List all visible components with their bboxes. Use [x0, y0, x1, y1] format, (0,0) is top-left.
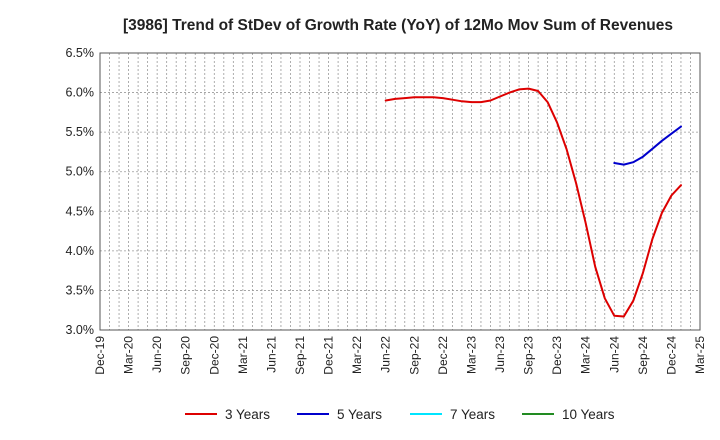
x-tick-label: Sep-21 — [293, 336, 307, 375]
x-tick-label: Dec-19 — [93, 336, 107, 375]
x-tick-label: Dec-21 — [322, 336, 336, 375]
plot-background — [100, 53, 700, 330]
x-tick-label: Jun-22 — [379, 336, 393, 373]
chart-title: [3986] Trend of StDev of Growth Rate (Yo… — [123, 17, 673, 34]
x-tick-label: Dec-22 — [436, 336, 450, 375]
legend-item-3-years[interactable]: 3 Years — [185, 407, 270, 422]
legend-item-7-years[interactable]: 7 Years — [410, 407, 495, 422]
legend-item-10-years[interactable]: 10 Years — [522, 407, 615, 422]
y-tick-label: 4.0% — [66, 244, 95, 258]
legend-label-3-years: 3 Years — [225, 407, 270, 422]
series-line-5-years — [613, 125, 682, 166]
y-axis: 6.5% 6.0% 5.5% 5.0% 4.5% 4.0% 3.5% 3.0% — [66, 46, 95, 337]
x-tick-label: Sep-22 — [407, 336, 421, 375]
plot-area — [99, 52, 701, 331]
legend-label-7-years: 7 Years — [450, 407, 495, 422]
y-tick-label: 6.5% — [66, 46, 95, 60]
x-tick-label: Dec-20 — [207, 336, 221, 375]
horizontal-gridlines — [100, 92, 700, 291]
x-tick-label: Jun-20 — [150, 336, 164, 373]
x-tick-label: Jun-21 — [264, 336, 278, 373]
series-layer — [384, 87, 682, 318]
series-line-3-years — [384, 87, 682, 318]
x-tick-label: Sep-20 — [179, 336, 193, 375]
y-tick-label: 5.5% — [66, 125, 95, 139]
y-tick-label: 3.5% — [66, 283, 95, 297]
x-tick-label: Mar-21 — [236, 336, 250, 374]
x-tick-label: Jun-23 — [493, 336, 507, 373]
x-tick-label: Mar-25 — [693, 336, 707, 374]
y-tick-label: 4.5% — [66, 204, 95, 218]
x-tick-label: Mar-22 — [350, 336, 364, 374]
x-tick-label: Mar-24 — [579, 336, 593, 374]
x-tick-label: Sep-24 — [636, 336, 650, 375]
legend-item-5-years[interactable]: 5 Years — [297, 407, 382, 422]
legend: 3 Years 5 Years 7 Years 10 Years — [185, 407, 615, 422]
legend-label-10-years: 10 Years — [562, 407, 615, 422]
x-axis: Dec-19 Mar-20 Jun-20 Sep-20 Dec-20 Mar-21 Jun-… — [93, 336, 707, 375]
y-tick-label: 3.0% — [66, 323, 95, 337]
x-tick-label: Jun-24 — [607, 336, 621, 373]
y-tick-label: 6.0% — [66, 86, 95, 100]
plot-frame — [99, 52, 701, 331]
y-tick-label: 5.0% — [66, 165, 95, 179]
x-tick-label: Mar-23 — [464, 336, 478, 374]
x-tick-label: Dec-23 — [550, 336, 564, 375]
x-tick-label: Dec-24 — [664, 336, 678, 375]
x-tick-label: Mar-20 — [122, 336, 136, 374]
legend-label-5-years: 5 Years — [337, 407, 382, 422]
x-tick-label: Sep-23 — [522, 336, 536, 375]
